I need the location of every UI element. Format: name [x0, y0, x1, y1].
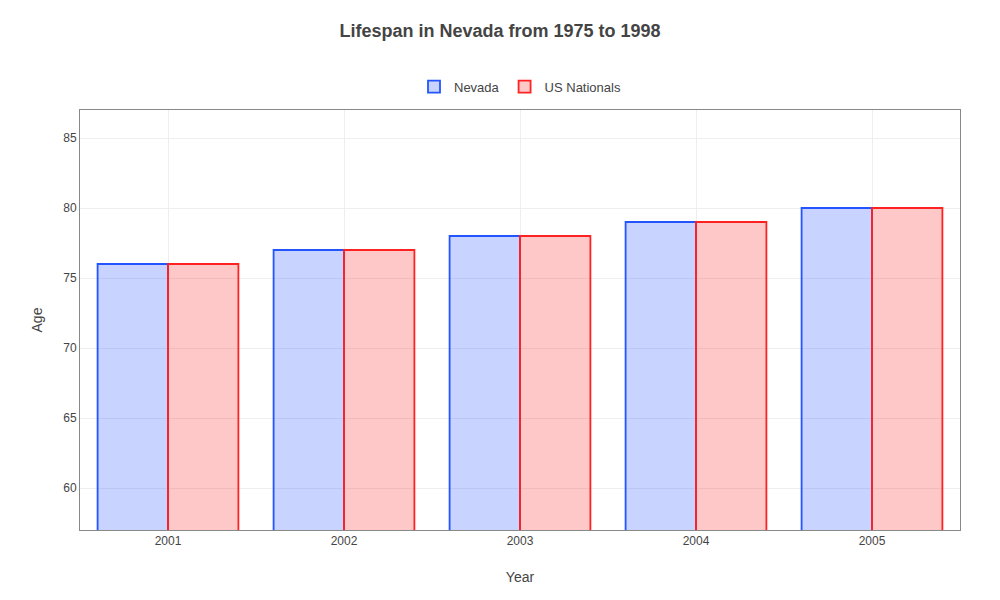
svg-text:2002: 2002	[331, 534, 358, 548]
svg-text:75: 75	[63, 271, 77, 285]
svg-text:Age: Age	[29, 307, 45, 332]
svg-text:2005: 2005	[859, 534, 886, 548]
svg-text:2001: 2001	[155, 534, 182, 548]
svg-text:US Nationals: US Nationals	[545, 80, 621, 95]
svg-text:65: 65	[63, 411, 77, 425]
svg-text:70: 70	[63, 341, 77, 355]
svg-text:80: 80	[63, 201, 77, 215]
svg-text:Nevada: Nevada	[454, 80, 500, 95]
svg-text:Year: Year	[506, 569, 535, 585]
svg-text:2004: 2004	[683, 534, 710, 548]
svg-text:85: 85	[63, 131, 77, 145]
svg-text:2003: 2003	[507, 534, 534, 548]
svg-text:60: 60	[63, 481, 77, 495]
svg-text:Lifespan in Nevada from 1975 t: Lifespan in Nevada from 1975 to 1998	[339, 21, 660, 41]
